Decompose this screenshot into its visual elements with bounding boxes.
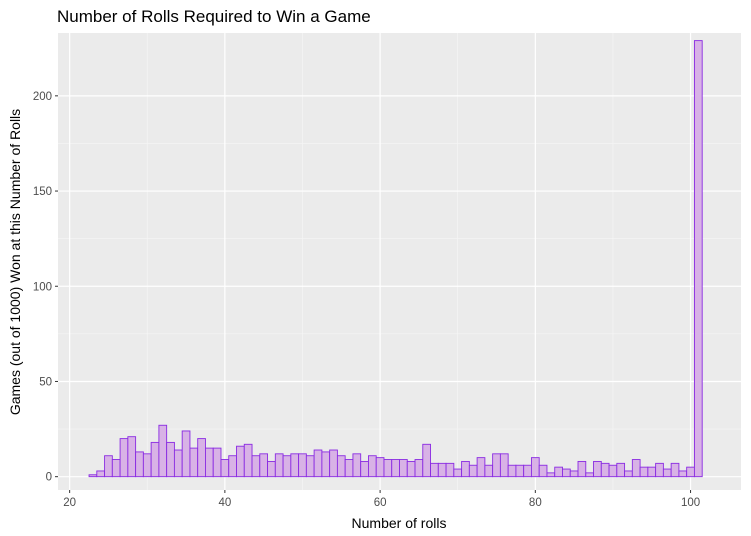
histogram-bar bbox=[546, 472, 556, 478]
histogram-bar bbox=[499, 453, 509, 478]
histogram-bar bbox=[406, 460, 416, 478]
histogram-bar bbox=[104, 455, 113, 478]
histogram-bar bbox=[422, 443, 431, 478]
histogram-bar bbox=[251, 455, 261, 478]
bars bbox=[88, 40, 703, 478]
histogram-bar bbox=[290, 453, 300, 478]
x-axis-title: Number of rolls bbox=[352, 515, 447, 531]
histogram-bar bbox=[515, 464, 525, 478]
y-tick-label: 150 bbox=[33, 186, 52, 198]
histogram-bar bbox=[608, 464, 618, 478]
plot-panel bbox=[58, 33, 741, 490]
histogram-bar bbox=[197, 438, 206, 478]
histogram-bar bbox=[585, 472, 594, 478]
histogram-bar bbox=[282, 455, 292, 478]
histogram-bar bbox=[600, 462, 610, 478]
histogram-bar bbox=[375, 457, 385, 478]
x-tick-label: 20 bbox=[63, 497, 76, 509]
histogram-bar bbox=[414, 459, 424, 478]
histogram-bar bbox=[507, 464, 517, 478]
histogram-bar bbox=[243, 443, 253, 478]
y-tick-label: 0 bbox=[46, 472, 52, 484]
histogram-bar bbox=[430, 462, 439, 478]
histogram-bar bbox=[321, 451, 331, 478]
histogram-bar bbox=[267, 460, 276, 478]
histogram-bar bbox=[437, 462, 447, 478]
histogram-bar bbox=[686, 466, 695, 478]
histogram-bar bbox=[119, 438, 129, 478]
histogram-bar bbox=[236, 445, 245, 478]
histogram-bar bbox=[228, 455, 237, 478]
x-axis-ticks: 20 40 60 80 100 bbox=[63, 490, 700, 509]
histogram-bar bbox=[298, 453, 307, 478]
histogram-bar bbox=[212, 447, 222, 478]
histogram-bar bbox=[468, 464, 478, 478]
histogram-bar bbox=[530, 457, 540, 478]
histogram-bar bbox=[360, 460, 369, 478]
histogram-bar bbox=[624, 470, 633, 478]
histogram-bar bbox=[670, 462, 680, 478]
y-axis-ticks: 0 50 100 150 200 bbox=[33, 91, 58, 484]
chart-title: Number of Rolls Required to Win a Game bbox=[57, 7, 371, 26]
y-tick-label: 200 bbox=[33, 91, 52, 103]
histogram-bar bbox=[453, 468, 463, 478]
histogram-bar bbox=[538, 464, 548, 478]
histogram-bar bbox=[678, 470, 688, 478]
histogram-bar bbox=[344, 459, 354, 478]
histogram-bar bbox=[274, 453, 284, 478]
histogram-bar bbox=[368, 455, 377, 478]
histogram-bar bbox=[484, 464, 494, 478]
histogram-bar bbox=[383, 459, 393, 478]
y-axis-title: Games (out of 1000) Won at this Number o… bbox=[7, 109, 23, 415]
histogram-bar bbox=[166, 441, 175, 478]
histogram-bar bbox=[88, 474, 98, 478]
histogram-bar bbox=[305, 455, 315, 478]
minor-gridlines bbox=[58, 33, 741, 490]
histogram-bar bbox=[569, 470, 579, 478]
x-tick-label: 60 bbox=[374, 497, 387, 509]
histogram-bar bbox=[205, 447, 214, 478]
histogram-bar bbox=[96, 470, 106, 478]
x-tick-label: 40 bbox=[218, 497, 231, 509]
histogram-bar bbox=[135, 451, 144, 478]
histogram-bar bbox=[461, 460, 470, 478]
histogram-bar bbox=[693, 40, 703, 478]
histogram-bar bbox=[181, 430, 191, 478]
histogram-bar bbox=[492, 453, 501, 478]
histogram-bar bbox=[352, 453, 362, 478]
histogram-bar bbox=[313, 449, 323, 478]
histogram-bar bbox=[616, 462, 626, 478]
y-tick-label: 50 bbox=[39, 376, 52, 388]
histogram-bar bbox=[639, 466, 649, 478]
histogram-bar bbox=[127, 436, 137, 478]
histogram-bar bbox=[523, 464, 532, 478]
histogram-bar bbox=[111, 459, 121, 478]
histogram-bar bbox=[445, 462, 455, 478]
histogram-bar bbox=[173, 449, 183, 478]
histogram-bar bbox=[631, 459, 641, 478]
y-tick-label: 100 bbox=[33, 281, 52, 293]
histogram-bar bbox=[562, 468, 571, 478]
histogram-bar bbox=[150, 441, 160, 478]
histogram-bar bbox=[142, 453, 152, 478]
x-tick-label: 100 bbox=[681, 497, 700, 509]
histogram-bar bbox=[662, 468, 672, 478]
histogram-bar bbox=[336, 455, 346, 478]
histogram-bar bbox=[399, 459, 408, 478]
x-tick-label: 80 bbox=[529, 497, 542, 509]
histogram-bar bbox=[158, 424, 168, 478]
histogram-bar bbox=[259, 453, 269, 478]
histogram-bar bbox=[476, 457, 486, 478]
histogram-bar bbox=[647, 466, 657, 478]
histogram-bar bbox=[655, 462, 664, 478]
histogram-bar bbox=[554, 466, 563, 478]
histogram-bar bbox=[593, 460, 602, 478]
histogram-bar bbox=[189, 447, 199, 478]
histogram-bar bbox=[577, 460, 587, 478]
histogram-bar bbox=[329, 449, 338, 478]
histogram-bar bbox=[220, 459, 230, 478]
histogram-bar bbox=[391, 459, 400, 478]
